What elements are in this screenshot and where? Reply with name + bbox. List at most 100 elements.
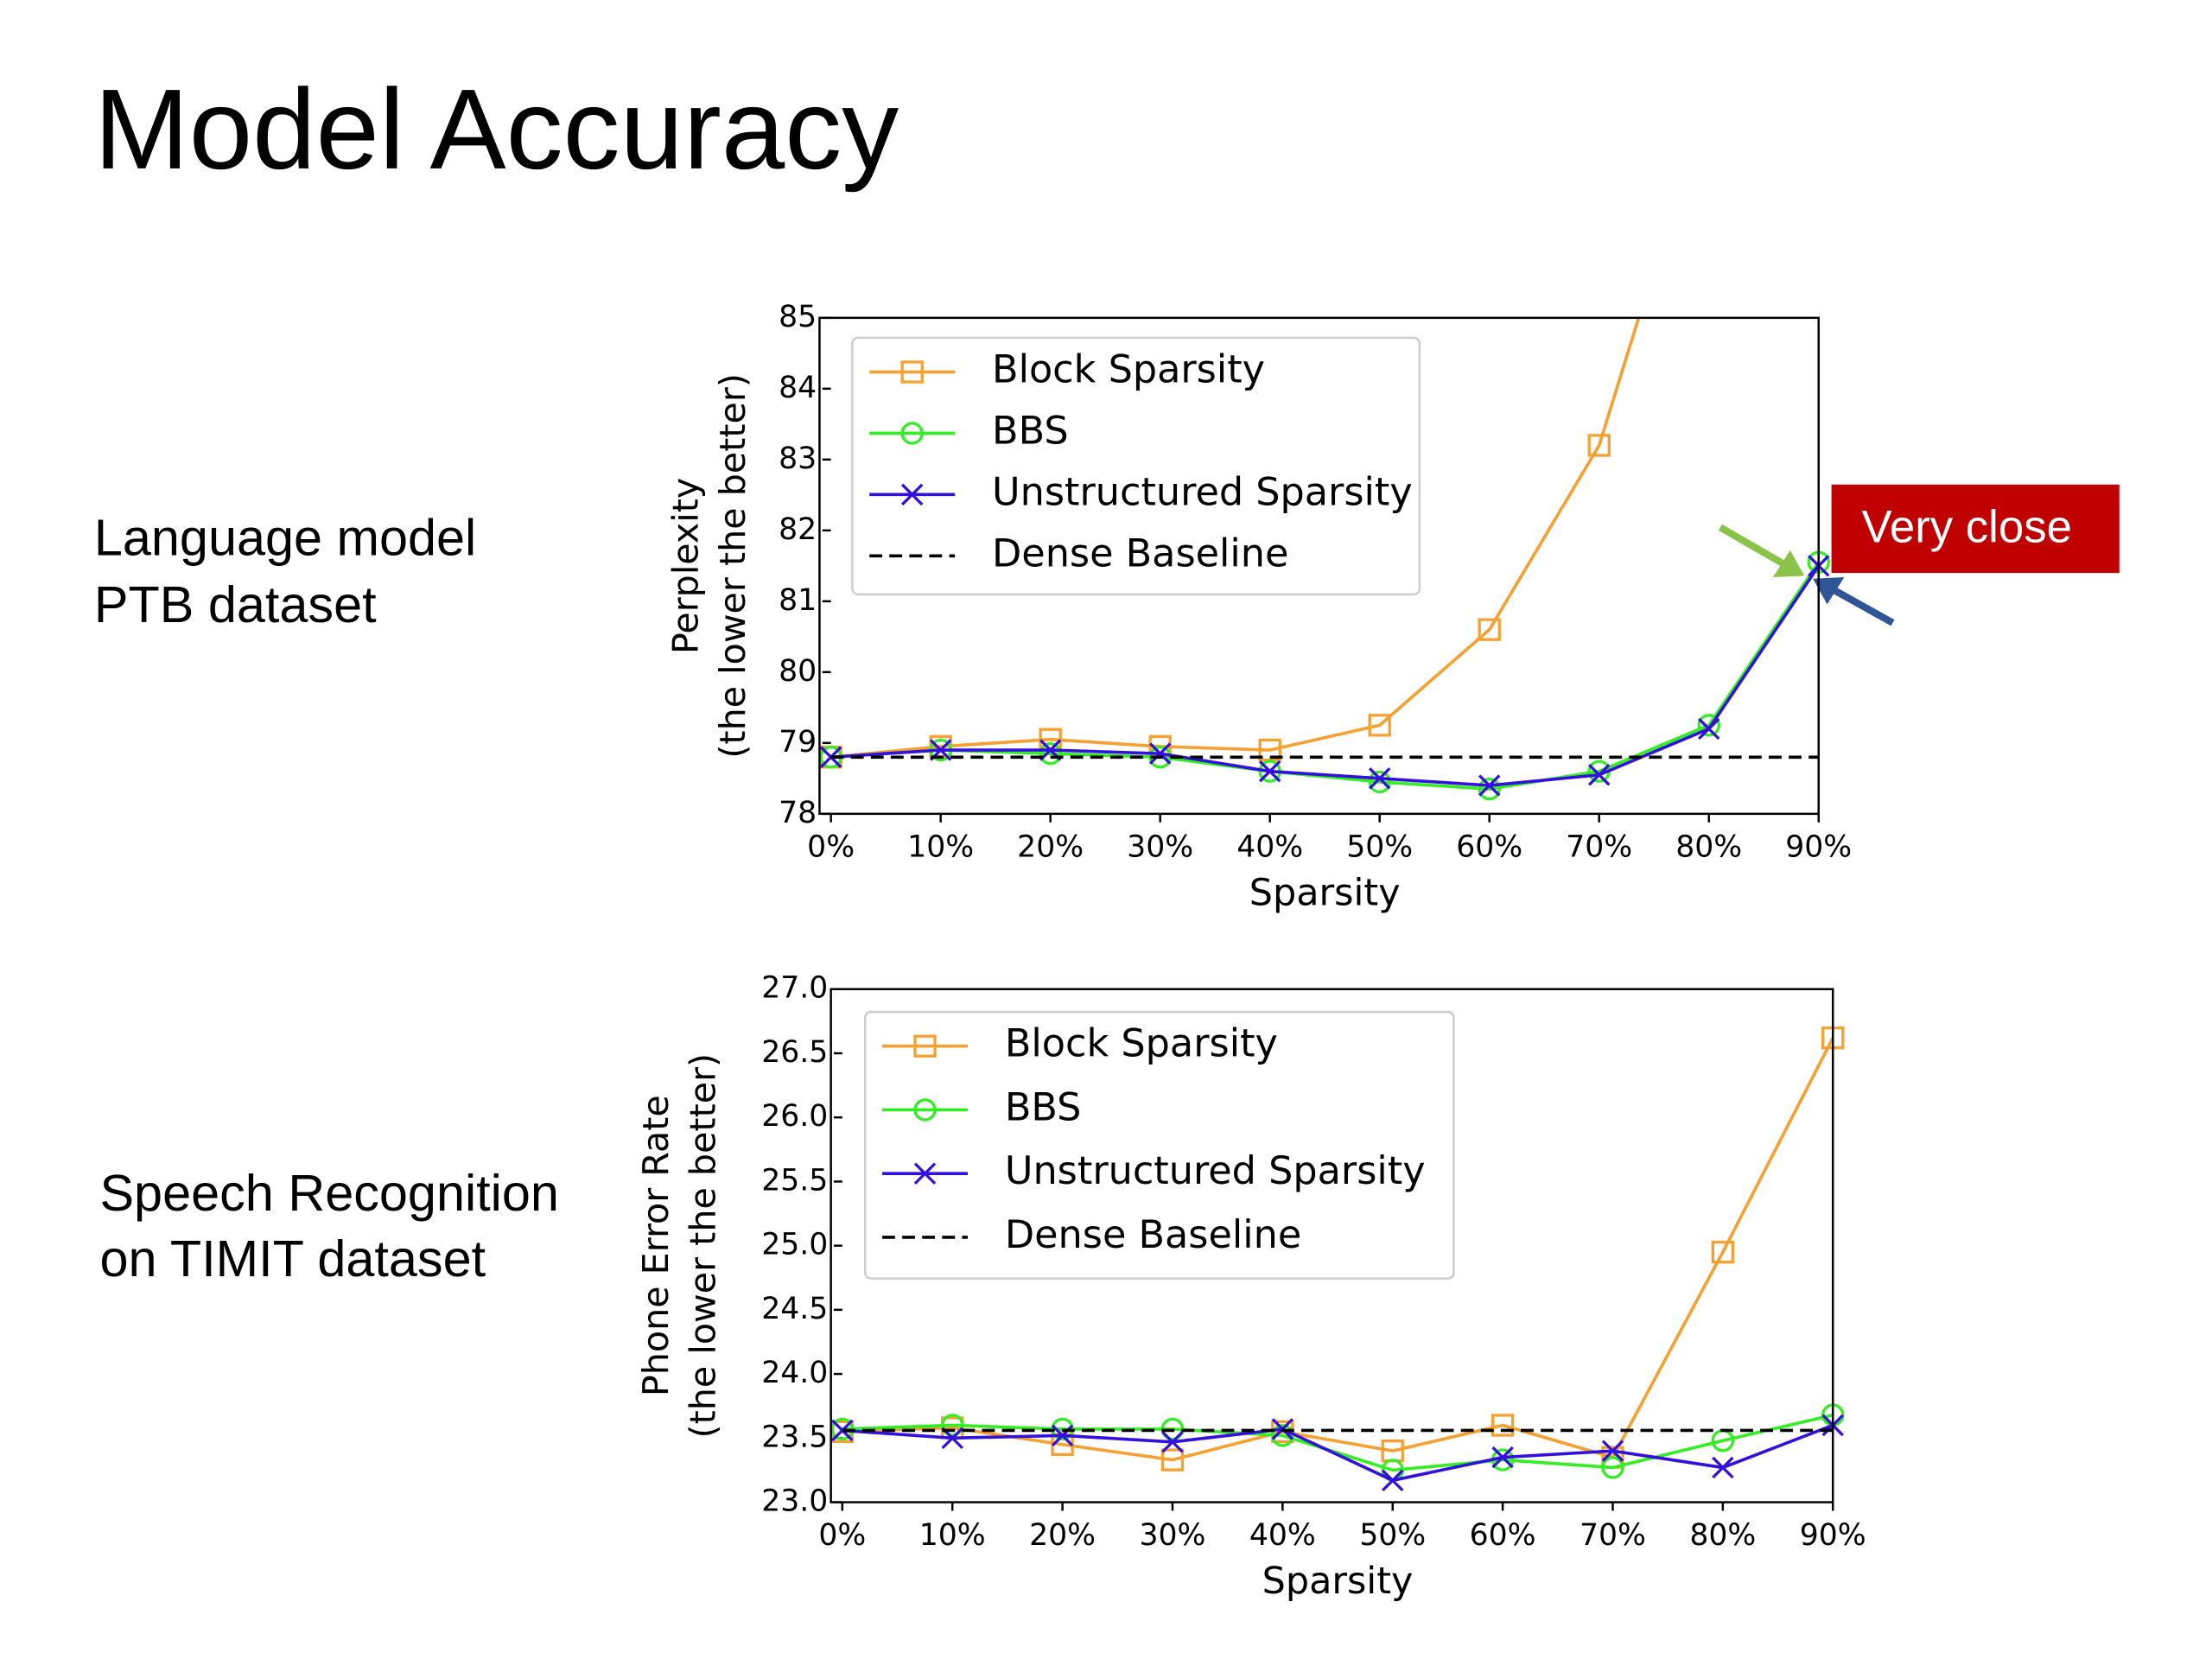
y-tick-label: 27.0 [761, 971, 828, 1006]
marker [1258, 760, 1281, 783]
y-tick-label: 79 [779, 725, 817, 760]
plot-frame [830, 988, 1834, 1503]
legend-label: BBS [1005, 1084, 1082, 1129]
x-tick-label: 10% [919, 1518, 986, 1553]
chart: 23.0 23.5 24.0 24.5 25.0 25.5 26.0 26.5 27.0 0% 10… [635, 971, 1866, 1603]
plot-frame [818, 316, 1820, 816]
side-label: Speech Recognition [99, 1164, 558, 1222]
x-tick-label: 90% [1785, 830, 1852, 864]
legend-label: Dense Baseline [992, 531, 1288, 575]
y-tick-label: 83 [779, 442, 817, 476]
x-tick-label: 30% [1127, 830, 1193, 864]
y-axis-label: (the lower the better) [682, 1053, 723, 1439]
marker [1368, 770, 1391, 794]
legend-label: BBS [992, 408, 1069, 453]
x-tick-label: 70% [1580, 1518, 1646, 1553]
y-tick-label: 26.0 [761, 1099, 828, 1134]
annotation-box [1831, 484, 2120, 574]
x-tick-label: 40% [1236, 830, 1303, 864]
x-tick-label: 50% [1359, 1518, 1426, 1553]
arrow-head [1813, 577, 1845, 605]
marker [941, 1414, 964, 1437]
marker [1478, 618, 1501, 641]
annotation-text: Very close [1862, 502, 2072, 553]
x-axis-label: Sparsity [1262, 1560, 1414, 1603]
x-tick-label: 30% [1139, 1518, 1205, 1553]
marker [1491, 1414, 1515, 1437]
series-line [842, 1423, 1834, 1483]
x-tick-label: 50% [1346, 830, 1413, 864]
y-tick-label: 23.0 [761, 1484, 828, 1519]
arrow-head [1772, 550, 1805, 578]
marker [900, 483, 924, 506]
marker [1271, 1424, 1294, 1447]
x-axis-label: Sparsity [1249, 871, 1401, 914]
legend-label: Unstructured Sparsity [1005, 1148, 1426, 1193]
y-tick-label: 23.5 [761, 1420, 828, 1454]
x-tick-label: 60% [1456, 830, 1522, 864]
marker [1712, 1456, 1734, 1479]
x-tick-label: 90% [1800, 1518, 1866, 1553]
marker [1478, 774, 1501, 797]
x-tick-label: 60% [1470, 1518, 1536, 1553]
marker [1161, 1431, 1184, 1453]
legend-label: Unstructured Sparsity [992, 469, 1413, 514]
marker [1368, 767, 1391, 790]
y-tick-label: 81 [779, 583, 817, 618]
marker [913, 1098, 937, 1122]
marker [913, 1034, 937, 1058]
marker [1711, 1240, 1735, 1264]
y-tick-label: 25.0 [761, 1228, 828, 1262]
x-tick-label: 70% [1566, 830, 1632, 864]
legend-box [851, 336, 1421, 596]
marker [1039, 741, 1062, 766]
x-tick-label: 20% [1017, 830, 1084, 864]
series-line [842, 1413, 1834, 1472]
side-label: PTB dataset [94, 575, 377, 633]
x-tick-label: 0% [807, 830, 855, 864]
chart: 78 79 80 81 82 83 84 85 0% 10% 20% 30% 40% 50% 60% 70% 8… [665, 300, 1853, 915]
series-line [830, 564, 1821, 787]
y-tick-label: 25.5 [761, 1163, 828, 1198]
marker [913, 1162, 937, 1185]
x-tick-label: 10% [907, 830, 974, 864]
y-axis-label: Phone Error Rate [635, 1095, 677, 1396]
marker [900, 422, 924, 445]
marker [1160, 1448, 1185, 1471]
x-tick-label: 40% [1249, 1518, 1316, 1553]
y-tick-label: 80 [779, 654, 817, 689]
x-tick-label: 80% [1675, 830, 1742, 864]
marker [1478, 777, 1501, 801]
y-axis-label: Perplexity [665, 478, 707, 654]
side-label: Language model [94, 508, 476, 566]
marker [1697, 714, 1720, 737]
legend-box [864, 1010, 1455, 1280]
x-tick-label: 80% [1689, 1518, 1756, 1553]
y-axis-label: (the lower the better) [712, 373, 753, 759]
y-tick-label: 85 [779, 300, 817, 334]
legend-label: Dense Baseline [1005, 1212, 1301, 1257]
x-tick-label: 20% [1029, 1518, 1096, 1553]
marker [900, 360, 924, 384]
marker [1588, 764, 1611, 786]
y-tick-label: 84 [779, 371, 817, 405]
x-tick-label: 0% [818, 1518, 866, 1553]
marker [1148, 742, 1172, 765]
y-tick-label: 24.0 [761, 1356, 828, 1390]
slide-title: Model Accuracy [94, 66, 899, 193]
y-tick-label: 78 [779, 796, 817, 830]
y-tick-label: 24.5 [761, 1292, 828, 1326]
marker [1698, 717, 1720, 741]
side-label: on TIMIT dataset [99, 1230, 486, 1287]
marker [1368, 714, 1391, 737]
marker [1491, 1446, 1514, 1469]
y-tick-label: 82 [779, 512, 817, 547]
marker [1601, 1440, 1624, 1462]
legend-label: Block Sparsity [992, 347, 1265, 392]
arrow [1829, 585, 1895, 626]
marker [1382, 1469, 1404, 1492]
series-line [830, 561, 1821, 791]
